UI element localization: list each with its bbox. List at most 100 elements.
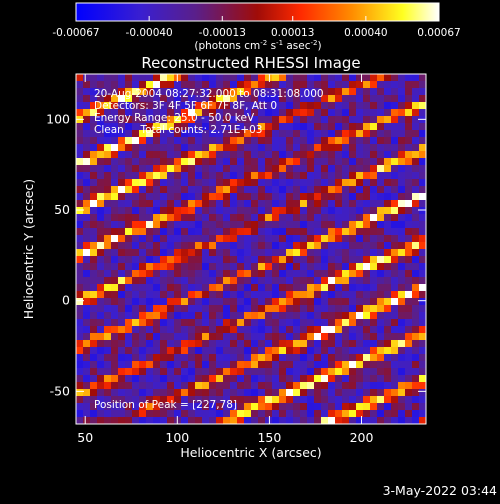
heatmap-cell xyxy=(76,186,83,193)
heatmap-cell xyxy=(167,298,174,305)
heatmap-cell xyxy=(307,291,314,298)
heatmap-cell xyxy=(111,123,118,130)
heatmap-cell xyxy=(111,305,118,312)
heatmap-cell xyxy=(265,214,272,221)
heatmap-cell xyxy=(118,123,125,130)
heatmap-cell xyxy=(286,417,293,424)
heatmap-cell xyxy=(132,158,139,165)
heatmap-cell xyxy=(286,291,293,298)
heatmap-cell xyxy=(258,256,265,263)
heatmap-cell xyxy=(244,270,251,277)
heatmap-cell xyxy=(104,333,111,340)
heatmap-cell xyxy=(251,396,258,403)
heatmap-cell xyxy=(181,130,188,137)
heatmap-cell xyxy=(153,116,160,123)
heatmap-cell xyxy=(356,263,363,270)
heatmap-cell xyxy=(419,193,426,200)
colorbar-ticks: -0.00067 -0.00040 -0.00013 0.00013 0.00040 0.… xyxy=(52,16,461,39)
heatmap-cell xyxy=(370,326,377,333)
heatmap-cell xyxy=(328,207,335,214)
heatmap-cell xyxy=(398,368,405,375)
heatmap-cell xyxy=(202,305,209,312)
heatmap-cell xyxy=(111,403,118,410)
heatmap-cell xyxy=(356,74,363,81)
heatmap-cell xyxy=(300,200,307,207)
heatmap-cell xyxy=(244,179,251,186)
heatmap-cell xyxy=(90,375,97,382)
heatmap-cell xyxy=(90,88,97,95)
heatmap-cell xyxy=(307,403,314,410)
heatmap-cell xyxy=(83,284,90,291)
heatmap-cell xyxy=(293,312,300,319)
heatmap-cell xyxy=(237,144,244,151)
heatmap-cell xyxy=(356,312,363,319)
heatmap-cell xyxy=(153,186,160,193)
heatmap-cell xyxy=(195,410,202,417)
heatmap-cell xyxy=(111,389,118,396)
heatmap-cell xyxy=(97,200,104,207)
heatmap-cell xyxy=(391,319,398,326)
heatmap-cell xyxy=(76,256,83,263)
heatmap-cell xyxy=(244,74,251,81)
heatmap-cell xyxy=(356,326,363,333)
heatmap-cell xyxy=(279,88,286,95)
heatmap-cell xyxy=(377,221,384,228)
heatmap-cell xyxy=(167,305,174,312)
heatmap-cell xyxy=(188,277,195,284)
heatmap-cell xyxy=(412,165,419,172)
heatmap-cell xyxy=(321,137,328,144)
heatmap-cell xyxy=(391,158,398,165)
heatmap-cell xyxy=(83,403,90,410)
heatmap-cell xyxy=(153,172,160,179)
heatmap-cell xyxy=(342,263,349,270)
heatmap-cell xyxy=(363,200,370,207)
heatmap-cell xyxy=(146,277,153,284)
heatmap-cell xyxy=(209,207,216,214)
heatmap-cell xyxy=(209,88,216,95)
heatmap-cell xyxy=(118,368,125,375)
heatmap-cell xyxy=(265,179,272,186)
heatmap-cell xyxy=(76,144,83,151)
heatmap-cell xyxy=(181,158,188,165)
heatmap-cell xyxy=(265,242,272,249)
heatmap-cell xyxy=(195,368,202,375)
heatmap-cell xyxy=(146,291,153,298)
heatmap-cell xyxy=(146,368,153,375)
heatmap-cell xyxy=(90,109,97,116)
heatmap-cell xyxy=(90,361,97,368)
heatmap-cell xyxy=(321,123,328,130)
heatmap-cell xyxy=(258,291,265,298)
heatmap-cell xyxy=(286,375,293,382)
heatmap-cell xyxy=(286,333,293,340)
heatmap-cell xyxy=(321,235,328,242)
heatmap-cell xyxy=(209,305,216,312)
heatmap-cell xyxy=(286,284,293,291)
heatmap-cell xyxy=(139,277,146,284)
heatmap-cell xyxy=(286,130,293,137)
heatmap-cell xyxy=(335,326,342,333)
heatmap-cell xyxy=(181,179,188,186)
heatmap-cell xyxy=(300,382,307,389)
heatmap-cell xyxy=(342,81,349,88)
heatmap-cell xyxy=(167,319,174,326)
heatmap-cell xyxy=(272,144,279,151)
heatmap-cell xyxy=(335,172,342,179)
heatmap-cell xyxy=(230,165,237,172)
heatmap-cell xyxy=(328,116,335,123)
heatmap-cell xyxy=(202,340,209,347)
heatmap-cell xyxy=(90,207,97,214)
heatmap-cell xyxy=(132,228,139,235)
heatmap-cell xyxy=(272,277,279,284)
heatmap-cell xyxy=(244,291,251,298)
heatmap-cell xyxy=(244,249,251,256)
heatmap-cell xyxy=(279,249,286,256)
heatmap-cell xyxy=(97,165,104,172)
heatmap-cell xyxy=(202,200,209,207)
heatmap-cell xyxy=(328,200,335,207)
heatmap-cell xyxy=(363,186,370,193)
heatmap-cell xyxy=(139,284,146,291)
heatmap-cell xyxy=(160,270,167,277)
heatmap-cell xyxy=(125,130,132,137)
heatmap-cell xyxy=(342,179,349,186)
heatmap-cell xyxy=(356,172,363,179)
